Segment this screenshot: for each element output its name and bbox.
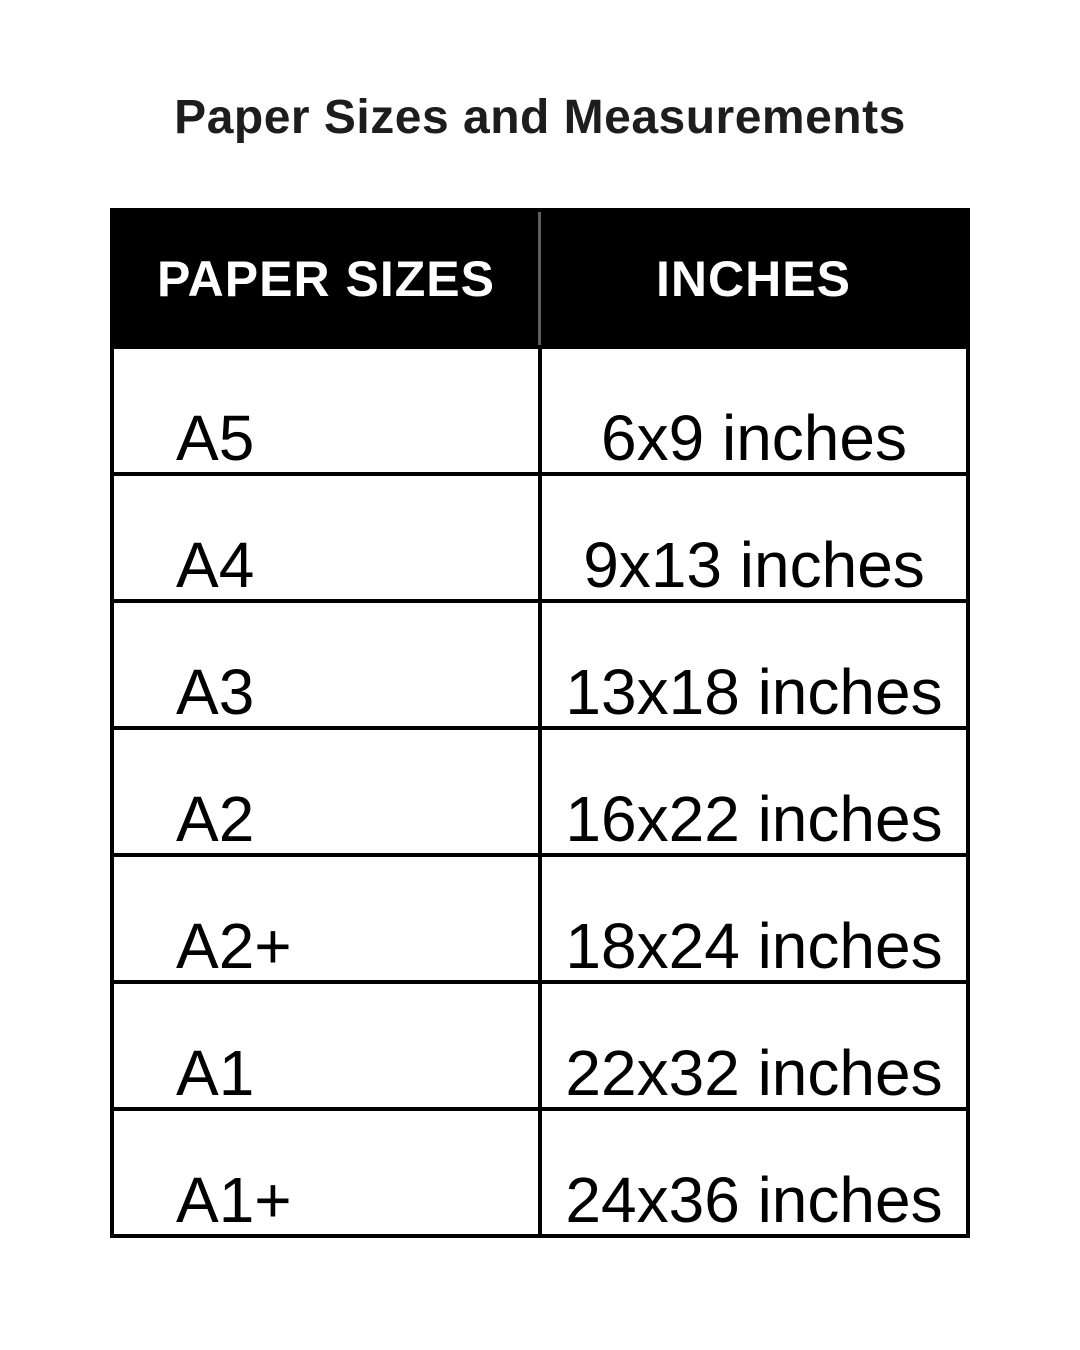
column-header-inches: INCHES <box>538 212 966 345</box>
inches-cell: 6x9 inches <box>538 349 966 472</box>
table-row: A1+ 24x36 inches <box>114 1107 966 1234</box>
table-row: A1 22x32 inches <box>114 980 966 1107</box>
inches-cell: 18x24 inches <box>538 857 966 980</box>
paper-size-cell: A1 <box>176 1037 255 1109</box>
paper-size-cell: A2+ <box>176 910 292 982</box>
column-header-paper-sizes: PAPER SIZES <box>114 212 538 345</box>
paper-size-cell: A5 <box>176 402 255 474</box>
table-row: A2 16x22 inches <box>114 726 966 853</box>
paper-sizes-table: PAPER SIZES INCHES A5 6x9 inches A4 9x13… <box>110 208 970 1238</box>
table-row: A3 13x18 inches <box>114 599 966 726</box>
paper-size-cell: A3 <box>176 656 255 728</box>
table-row: A4 9x13 inches <box>114 472 966 599</box>
inches-cell: 22x32 inches <box>538 984 966 1107</box>
inches-cell: 9x13 inches <box>538 476 966 599</box>
table-row: A2+ 18x24 inches <box>114 853 966 980</box>
table-row: A5 6x9 inches <box>114 345 966 472</box>
paper-size-cell: A4 <box>176 529 255 601</box>
paper-size-cell: A2 <box>176 783 255 855</box>
inches-cell: 13x18 inches <box>538 603 966 726</box>
page-title: Paper Sizes and Measurements <box>174 91 906 144</box>
inches-cell: 16x22 inches <box>538 730 966 853</box>
paper-size-cell: A1+ <box>176 1164 292 1236</box>
table-header-row: PAPER SIZES INCHES <box>114 212 966 345</box>
inches-cell: 24x36 inches <box>538 1111 966 1234</box>
